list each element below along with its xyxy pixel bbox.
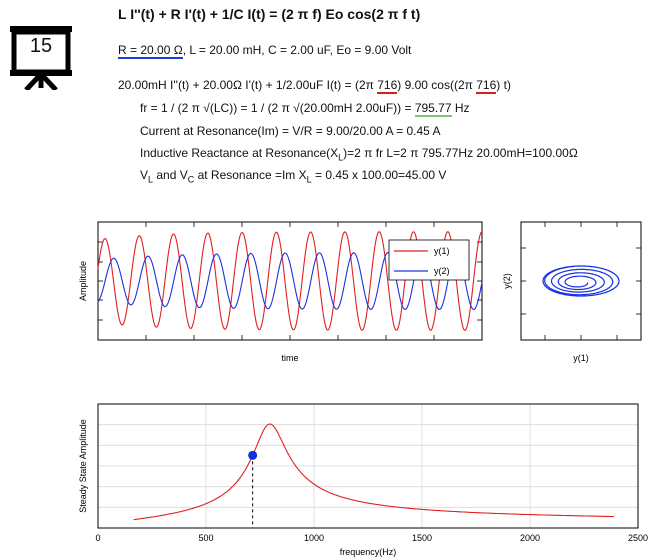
substituted-pre: 20.00mH I''(t) + 20.00Ω I'(t) + 1/2.00uF…	[118, 78, 378, 92]
voltage-line: VL and VC at Resonance =Im XL = 0.45 x 1…	[140, 168, 446, 184]
voltage-text-b: and V	[153, 168, 188, 182]
time-domain-plot: y(1) y(2) Amplitude time	[78, 221, 483, 363]
x-tick-label: 0	[95, 533, 100, 543]
time-plot-xlabel: time	[281, 353, 298, 363]
resonance-formula: fr = 1 / (2 π √(LC)) = 1 / (2 π √(20.00m…	[140, 101, 415, 115]
x-tick-label: 500	[198, 533, 213, 543]
resistance-value: R = 20.00 Ω	[118, 43, 183, 59]
time-plot-ticks	[98, 222, 482, 340]
voltage-sub-2: C	[187, 174, 195, 185]
phase-plot-frame	[520, 221, 642, 341]
phase-spiral	[542, 265, 620, 297]
resonance-value: 795.77	[414, 101, 452, 117]
slide-number: 15	[29, 35, 53, 57]
phase-plot-xlabel: y(1)	[573, 353, 589, 363]
frequency-plot-xlabel: frequency(Hz)	[340, 547, 397, 557]
equation-title: L I''(t) + R I'(t) + 1/C I(t) = (2 π f) …	[118, 6, 421, 22]
x-tick-label: 2500	[628, 533, 648, 543]
inductive-reactance-line: Inductive Reactance at Resonance(XL)=2 π…	[140, 146, 578, 162]
frequency-x-ticks: 0 500 1000 1500 2000 2500	[95, 533, 648, 543]
substituted-equation: 20.00mH I''(t) + 20.00Ω I'(t) + 1/2.00uF…	[118, 78, 511, 94]
phase-plot-ticks	[521, 222, 641, 340]
frequency-response-chart: 0 500 1000 1500 2000 2500 Steady State Amplit…	[78, 403, 648, 557]
voltage-text-c: at Resonance =Im X	[194, 168, 307, 182]
x-tick-label: 1000	[304, 533, 324, 543]
frequency-highlight-2: 716	[476, 78, 497, 94]
inductive-text-b: )=2 π fr L=2 π 795.77Hz 20.00mH=100.00Ω	[343, 146, 578, 160]
frequency-highlight-1: 716	[377, 78, 398, 94]
voltage-text-d: = 0.45 x 100.00=45.00 V	[311, 168, 447, 182]
time-plot-ylabel: Amplitude	[78, 261, 88, 301]
phase-plot: y(2) y(1)	[502, 221, 642, 363]
current-frequency-marker	[248, 450, 258, 460]
x-tick-label: 2000	[520, 533, 540, 543]
parameters-line: R = 20.00 Ω, L = 20.00 mH, C = 2.00 uF, …	[118, 43, 412, 59]
legend-y1-label: y(1)	[434, 246, 450, 256]
voltage-sub-3: L	[306, 174, 312, 185]
resonance-unit: Hz	[451, 101, 470, 115]
frequency-grid	[97, 404, 639, 528]
x-tick-label: 1500	[412, 533, 432, 543]
time-plot-legend: y(1) y(2)	[388, 239, 470, 281]
substituted-mid: ) 9.00 cos((2π	[397, 78, 477, 92]
other-parameters: , L = 20.00 mH, C = 2.00 uF, Eo = 9.00 V…	[182, 43, 412, 57]
frequency-plot-ylabel: Steady State Amplitude	[78, 419, 88, 513]
current-line: Current at Resonance(Im) = V/R = 9.00/20…	[140, 124, 441, 138]
amplitude-curve	[133, 423, 615, 521]
substituted-post: ) t)	[496, 78, 511, 92]
inductive-subscript: L	[338, 152, 344, 163]
inductive-text-a: Inductive Reactance at Resonance(X	[140, 146, 339, 160]
presentation-board-icon	[8, 24, 74, 92]
legend-y2-label: y(2)	[434, 266, 450, 276]
phase-plot-ylabel: y(2)	[502, 273, 512, 289]
voltage-text-a: V	[140, 168, 149, 182]
frequency-plot-frame	[97, 403, 639, 529]
resonance-frequency-line: fr = 1 / (2 π √(LC)) = 1 / (2 π √(20.00m…	[140, 101, 470, 117]
voltage-sub-1: L	[148, 174, 154, 185]
